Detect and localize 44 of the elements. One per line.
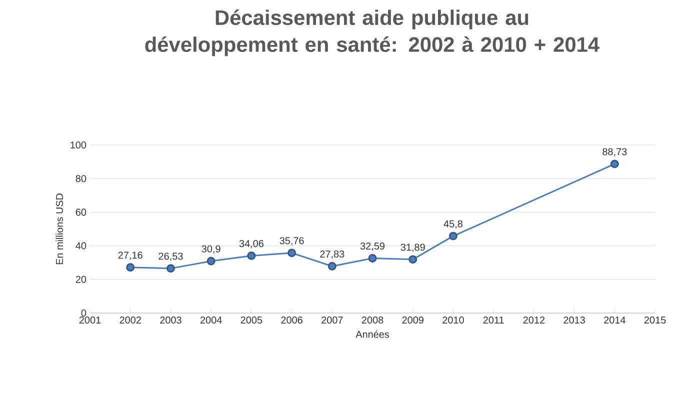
x-tick-label: 2013 (564, 316, 585, 324)
y-axis-title: En millions USD (56, 194, 64, 264)
point (247, 252, 256, 260)
data-label: 31,89 (400, 244, 425, 252)
point (328, 262, 336, 270)
x-tick-label: 2012 (523, 316, 545, 324)
point (448, 232, 458, 240)
data-label: 32,59 (360, 242, 385, 251)
x-axis-title: Années (356, 330, 390, 338)
point (126, 263, 135, 272)
y-tick-label: 100 (70, 141, 86, 149)
data-label: 27,83 (320, 250, 344, 259)
y-tick-label: 40 (76, 242, 86, 250)
point (368, 254, 377, 262)
x-tick-label: 2010 (442, 316, 464, 324)
data-label: 27,16 (118, 252, 142, 260)
x-tick-label: 2001 (79, 316, 101, 324)
point (206, 256, 216, 266)
point (408, 255, 418, 264)
data-label: 34,06 (239, 240, 264, 248)
x-tick-label: 2005 (240, 316, 262, 324)
x-tick-label: 2006 (281, 316, 302, 324)
chart-title: Décaissement aide publique au développement en santé: 2002 à 2010 + 2014 (145, 10, 600, 56)
y-tick-label: 60 (76, 208, 86, 216)
x-tick-label: 2002 (120, 316, 141, 324)
data-label: 26,53 (158, 252, 183, 261)
y-tick-label: 20 (76, 276, 86, 283)
data-label: 30,9 (202, 245, 220, 254)
x-tick-label: 2015 (644, 316, 666, 324)
x-tick-label: 2007 (322, 316, 343, 324)
x-tick-label: 2009 (402, 316, 424, 324)
point (610, 160, 619, 168)
y-tick-label: 80 (76, 175, 86, 182)
x-tick-label: 2011 (483, 316, 504, 324)
point (288, 248, 296, 258)
y-tick-label: 0 (81, 309, 86, 317)
point (166, 264, 175, 273)
data-label: 45,8 (444, 220, 462, 229)
x-tick-label: 2003 (160, 316, 182, 324)
data-label: 35,76 (280, 237, 304, 246)
x-tick-label: 2004 (200, 316, 222, 324)
x-tick-label: 2008 (362, 316, 384, 324)
data-label: 88,73 (602, 148, 627, 156)
x-tick-label: 2014 (604, 316, 626, 324)
